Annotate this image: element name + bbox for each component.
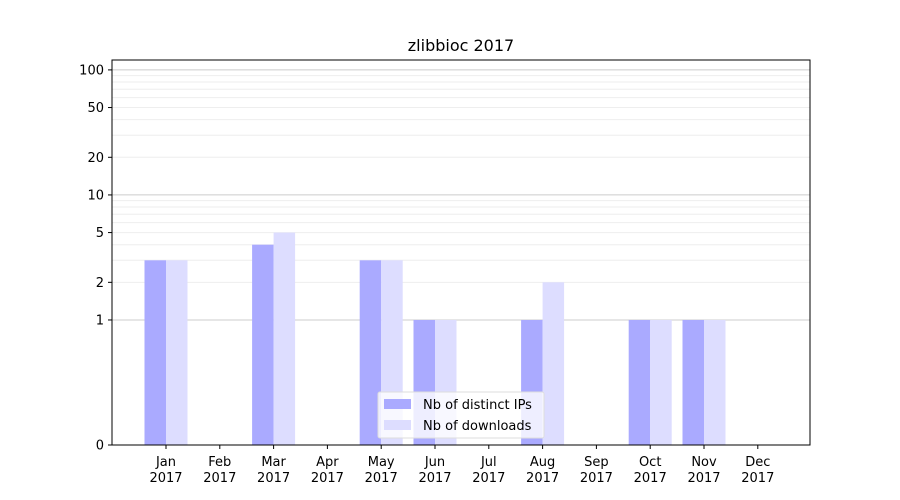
- grid-lines: [112, 69, 810, 321]
- y-tick-label: 20: [87, 151, 104, 166]
- y-tick-label: 5: [96, 226, 104, 241]
- x-axis: Jan 2017 Feb 2017 Mar 2017 Apr 2017 May 2017 Jun 20…: [149, 445, 774, 486]
- plot-frame: [111, 59, 811, 446]
- x-tick-label: Dec 2017: [741, 455, 774, 486]
- x-tick-label: Jun 2017: [418, 455, 451, 486]
- bar-downloads: [542, 282, 565, 445]
- y-tick-label: 10: [87, 188, 104, 203]
- y-tick-label: 50: [87, 101, 104, 116]
- x-tick-label: Apr 2017: [311, 455, 344, 486]
- bar-ips: [252, 244, 274, 445]
- x-tick-label: May 2017: [365, 455, 398, 486]
- y-axis: 0 1 2 5 10 20 50 100: [79, 63, 112, 454]
- legend-label: Nb of downloads: [423, 419, 532, 434]
- x-tick-label: Jan 2017: [149, 455, 182, 486]
- bar-ips: [359, 260, 382, 445]
- x-tick-label: Jul 2017: [472, 455, 505, 486]
- y-tick-label: 2: [96, 276, 104, 291]
- x-tick-label: Aug 2017: [526, 455, 559, 486]
- bar-ips: [628, 319, 651, 445]
- x-tick-label: Oct 2017: [634, 455, 667, 486]
- bar-ips: [682, 319, 704, 445]
- legend-box: [377, 391, 545, 439]
- legend-swatch: [384, 399, 411, 409]
- bar-downloads: [273, 232, 296, 445]
- legend: Nb of distinct IPs Nb of downloads: [377, 391, 545, 439]
- y-tick-label: 1: [96, 313, 104, 328]
- bar-downloads: [650, 319, 672, 445]
- x-tick-label: Nov 2017: [687, 455, 720, 486]
- legend-swatch: [384, 420, 411, 430]
- x-tick-label: Sep 2017: [580, 455, 613, 486]
- bar-downloads: [704, 319, 726, 445]
- legend-label: Nb of distinct IPs: [423, 398, 532, 413]
- y-tick-label: 0: [96, 439, 104, 454]
- bar-downloads: [166, 260, 188, 445]
- y-tick-label: 100: [79, 63, 104, 78]
- bar-ips: [144, 260, 166, 445]
- x-tick-label: Feb 2017: [203, 455, 236, 486]
- chart-title: zlibbioc 2017: [408, 36, 514, 55]
- x-tick-label: Mar 2017: [257, 455, 290, 486]
- bars: [144, 232, 726, 445]
